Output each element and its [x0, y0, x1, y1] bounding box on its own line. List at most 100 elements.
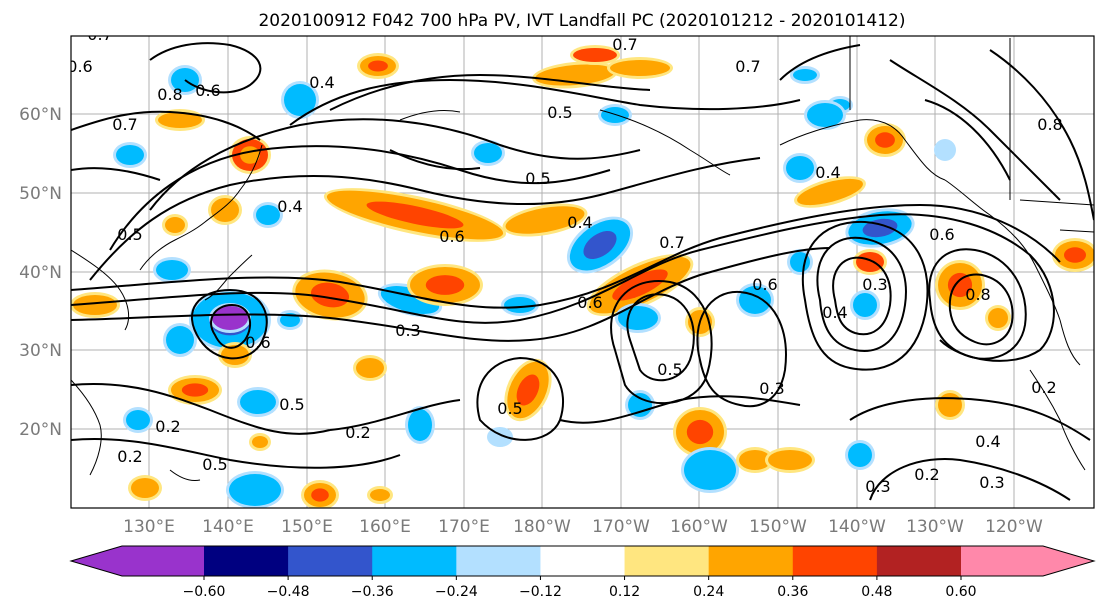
ivt-contour-line	[696, 290, 787, 408]
pv-anomaly-region	[367, 486, 393, 504]
ivt-contour-line	[779, 44, 1061, 201]
pv-anomaly-region	[323, 188, 507, 242]
pv-anomaly-region	[570, 45, 620, 65]
pv-anomaly-region	[407, 264, 483, 306]
pv-anomaly-region	[249, 433, 271, 451]
ivt-contour-line	[559, 395, 801, 424]
lat-label: 50°N	[19, 184, 62, 204]
pv-anomaly-region	[128, 475, 162, 501]
colorbar-extend-high	[961, 546, 1094, 576]
coastline	[849, 36, 1081, 366]
pv-anomaly-region	[471, 140, 505, 166]
lat-label: 40°N	[19, 263, 62, 283]
lon-label: 140°W	[828, 517, 886, 537]
ivt-contour-line	[149, 42, 262, 94]
pv-anomaly-region	[850, 290, 880, 320]
longitude-labels: 130°E 140°E 150°E 160°E 170°E 180°W 170°W 160°W…	[123, 517, 1043, 537]
contour-label: 0.6	[577, 293, 602, 312]
contour-label: 0.3	[865, 477, 890, 496]
pv-anomaly-region	[790, 66, 820, 84]
contour-label: 0.7	[735, 57, 760, 76]
contour-label: 0.3	[759, 379, 784, 398]
ivt-contour-line	[626, 293, 695, 382]
ivt-contour-line	[989, 49, 1094, 221]
figure-title: 2020100912 F042 700 hPa PV, IVT Landfall…	[258, 11, 905, 31]
contour-label: 0.6	[752, 275, 777, 294]
lon-label: 180°W	[513, 517, 571, 537]
colorbar: −0.60 −0.48 −0.36 −0.24 −0.12 0.12 0.24 0.36 0.4…	[69, 545, 1096, 600]
pv-anomaly-region	[681, 447, 739, 493]
lat-label: 30°N	[19, 341, 62, 361]
colorbar-segment	[540, 546, 626, 576]
pv-anomaly-region	[504, 358, 552, 422]
ivt-contour-line	[71, 383, 331, 435]
ivt-contour-line	[832, 256, 892, 336]
contour-label: 0.6	[245, 333, 270, 352]
contour-label: 0.8	[157, 85, 182, 104]
pv-anomaly-region	[736, 447, 774, 473]
ivt-contour-line	[71, 167, 161, 181]
pv-anomaly-region	[226, 471, 284, 508]
contour-label: 0.4	[277, 197, 302, 216]
coastline	[399, 109, 731, 176]
colorbar-tick-label: 0.60	[945, 584, 976, 600]
ivt-contour-line	[89, 157, 761, 281]
pv-anomaly-region	[985, 305, 1011, 331]
ivt-contour-line	[109, 145, 611, 251]
contour-label: 0.7	[87, 25, 112, 44]
contour-label: 0.7	[112, 115, 137, 134]
contour-label: 0.6	[929, 225, 954, 244]
lon-label: 160°W	[670, 517, 728, 537]
colorbar-tick-label: 0.24	[693, 584, 724, 600]
ivt-contour-line	[610, 280, 713, 405]
pv-anomaly-region	[153, 257, 191, 283]
contour-label: 0.3	[979, 473, 1004, 492]
lat-label: 20°N	[19, 420, 62, 440]
contour-label: 0.5	[279, 395, 304, 414]
pv-anomaly-region	[277, 310, 303, 330]
ivt-contour-line	[71, 247, 831, 342]
pv-anomaly-region	[253, 202, 283, 228]
coastlines	[71, 36, 1094, 481]
coastline	[1029, 369, 1086, 471]
ivt-contour-line	[210, 303, 252, 349]
contour-label: 0.5	[202, 455, 227, 474]
colorbar-extend-low	[71, 546, 204, 576]
pv-anomaly-region	[598, 104, 632, 126]
coastline	[1019, 199, 1094, 233]
lon-label: 130°E	[123, 517, 175, 537]
contour-label: 0.5	[525, 169, 550, 188]
colorbar-tick-label: 0.48	[861, 584, 892, 600]
pv-anomaly-region	[1052, 238, 1094, 272]
pv-anomaly-region	[794, 176, 866, 208]
ivt-contour-line	[329, 73, 651, 111]
lon-label: 150°W	[749, 517, 807, 537]
pv-anomaly-region	[853, 249, 887, 275]
colorbar-segment	[792, 546, 878, 576]
pv-anomaly-region	[229, 136, 271, 174]
coastline	[71, 379, 102, 476]
ivt-contour-line	[71, 438, 401, 469]
latitude-labels: 60°N 50°N 40°N 30°N 20°N	[19, 105, 62, 440]
coastline	[944, 179, 1061, 321]
coastline	[204, 254, 253, 301]
lon-label: 170°W	[592, 517, 650, 537]
colorbar-tick-label: −0.60	[183, 584, 226, 600]
contour-label: 0.8	[965, 285, 990, 304]
pv-anomaly-region	[208, 195, 242, 225]
colorbar-tick-label: −0.48	[267, 584, 310, 600]
colorbar-segment	[456, 546, 541, 576]
pv-anomaly-region	[162, 214, 188, 236]
contour-label: 0.6	[195, 81, 220, 100]
pv-anomaly-region	[765, 447, 815, 473]
ivt-contour-line	[476, 356, 565, 441]
colorbar-segment	[708, 546, 794, 576]
pv-anomaly-region	[123, 407, 153, 433]
lon-label: 120°W	[985, 517, 1043, 537]
ivt-contour-line	[289, 78, 801, 126]
contour-label: 0.2	[914, 465, 939, 484]
coastline	[779, 119, 946, 181]
map-panel: 0.7 0.6 0.8 0.6 0.4 0.7 0.5 0.7 0.5 0.4 0.6 0.5 0.4 0…	[19, 25, 1095, 537]
colorbar-segment	[624, 546, 710, 576]
pv-anomaly-region	[804, 100, 846, 130]
